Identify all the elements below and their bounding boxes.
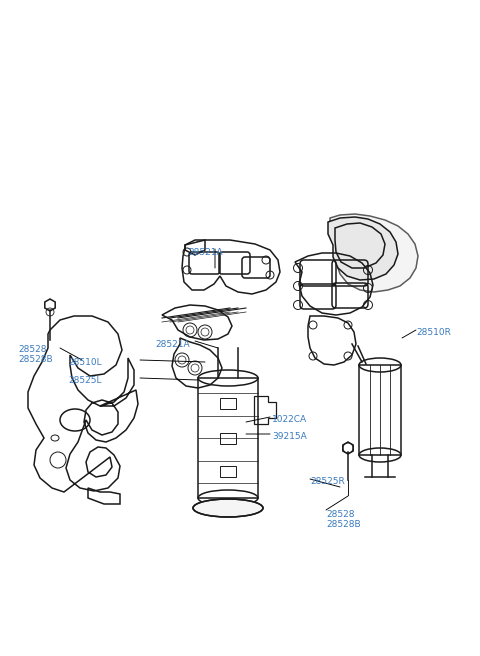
Text: 28525L: 28525L bbox=[68, 376, 101, 385]
Bar bbox=[220, 433, 236, 444]
Text: 28510L: 28510L bbox=[68, 358, 102, 367]
Text: 28521A: 28521A bbox=[188, 248, 223, 257]
Ellipse shape bbox=[193, 499, 263, 517]
Text: 28528
28528B: 28528 28528B bbox=[18, 345, 53, 364]
Bar bbox=[359, 365, 401, 455]
Polygon shape bbox=[328, 217, 398, 280]
Text: 28510R: 28510R bbox=[416, 328, 451, 337]
Text: 39215A: 39215A bbox=[272, 432, 307, 441]
Bar bbox=[220, 466, 236, 477]
Text: 28528
28528B: 28528 28528B bbox=[326, 510, 360, 529]
Text: 28525R: 28525R bbox=[310, 477, 345, 486]
Bar bbox=[220, 398, 236, 409]
Text: 28521A: 28521A bbox=[155, 340, 190, 349]
Bar bbox=[198, 378, 258, 498]
Text: 1022CA: 1022CA bbox=[272, 415, 307, 424]
Polygon shape bbox=[330, 214, 418, 292]
